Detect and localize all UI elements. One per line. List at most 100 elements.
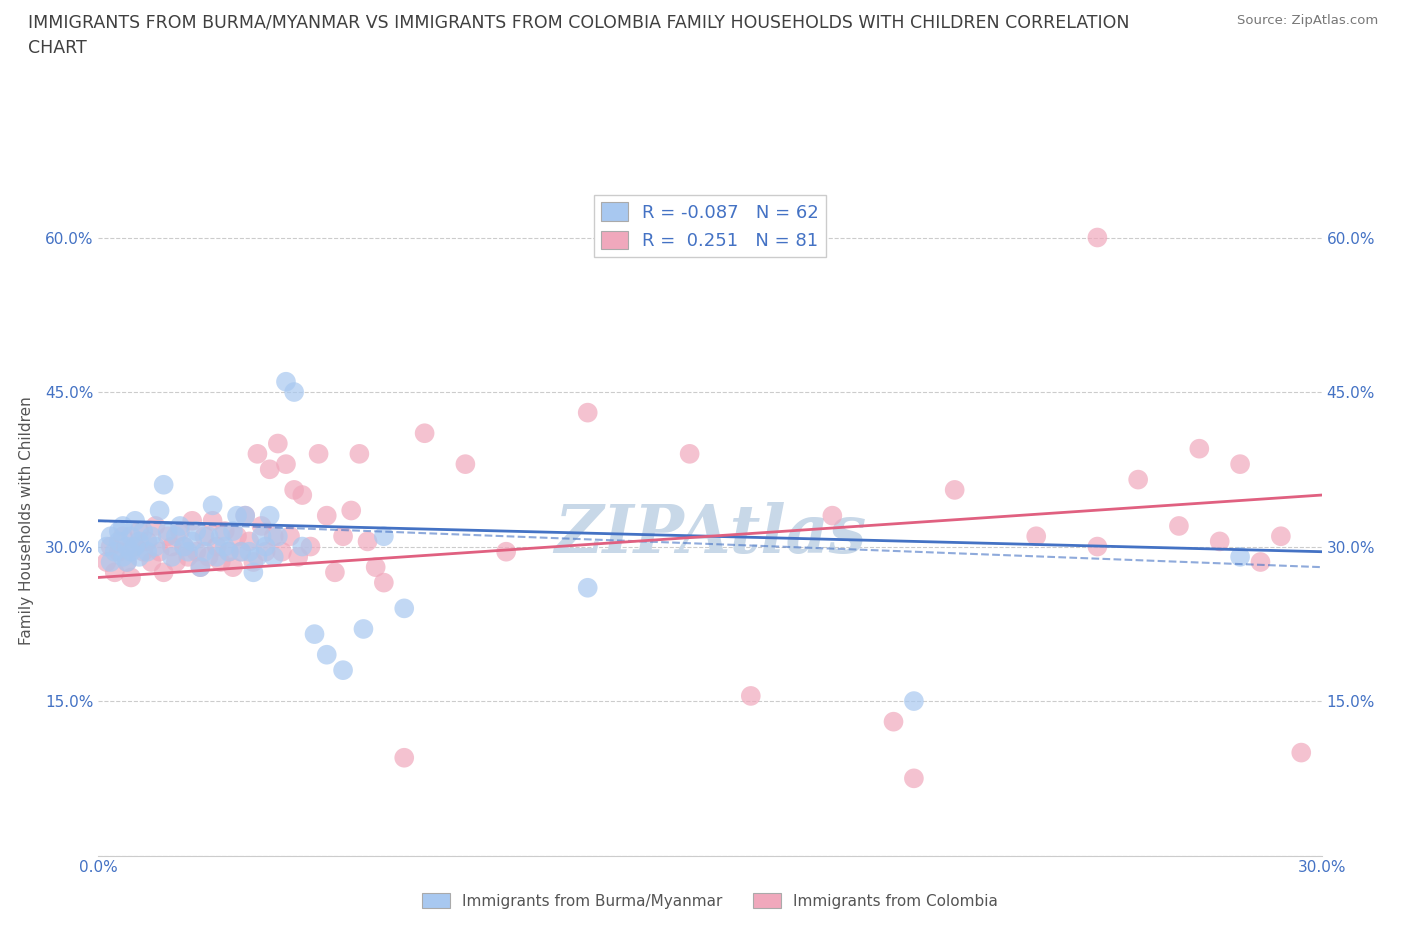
Point: [120, 529, 142, 544]
Text: CHART: CHART: [28, 39, 87, 57]
Point: [218, 544, 240, 559]
Point: [108, 524, 131, 538]
Point: [274, 457, 297, 472]
Point: [115, 554, 138, 569]
Point: [250, 519, 273, 534]
Point: [193, 529, 215, 544]
Point: [156, 524, 179, 538]
Text: Source: ZipAtlas.com: Source: ZipAtlas.com: [1237, 14, 1378, 27]
Point: [111, 529, 134, 544]
Point: [356, 534, 378, 549]
Point: [315, 647, 337, 662]
Point: [136, 534, 159, 549]
Point: [943, 483, 966, 498]
Point: [169, 519, 191, 534]
Point: [177, 544, 200, 559]
Point: [108, 544, 131, 559]
Point: [149, 544, 172, 559]
Point: [152, 565, 174, 579]
Point: [242, 565, 264, 579]
Point: [576, 405, 599, 420]
Point: [340, 503, 363, 518]
Point: [352, 621, 374, 636]
Point: [332, 663, 354, 678]
Point: [231, 544, 253, 559]
Point: [209, 529, 232, 544]
Point: [349, 446, 371, 461]
Point: [1270, 529, 1292, 544]
Point: [315, 508, 337, 523]
Point: [173, 539, 195, 554]
Point: [181, 534, 204, 549]
Point: [218, 544, 240, 559]
Point: [231, 544, 253, 559]
Point: [291, 539, 314, 554]
Text: IMMIGRANTS FROM BURMA/MYANMAR VS IMMIGRANTS FROM COLOMBIA FAMILY HOUSEHOLDS WITH: IMMIGRANTS FROM BURMA/MYANMAR VS IMMIGRA…: [28, 14, 1129, 32]
Point: [1229, 550, 1251, 565]
Point: [392, 751, 416, 765]
Point: [679, 446, 702, 461]
Point: [263, 529, 285, 544]
Point: [100, 529, 122, 544]
Point: [1209, 534, 1232, 549]
Point: [278, 529, 301, 544]
Point: [413, 426, 436, 441]
Point: [201, 513, 224, 528]
Point: [267, 436, 290, 451]
Point: [1085, 230, 1108, 245]
Point: [226, 508, 249, 523]
Point: [238, 534, 260, 549]
Point: [104, 544, 127, 559]
Text: ZIPAtlas: ZIPAtlas: [554, 501, 866, 566]
Point: [233, 508, 256, 523]
Point: [205, 539, 228, 554]
Point: [120, 570, 142, 585]
Point: [259, 462, 281, 477]
Point: [1249, 554, 1271, 569]
Point: [332, 529, 354, 544]
Point: [373, 529, 395, 544]
Point: [128, 550, 150, 565]
Point: [201, 498, 224, 512]
Point: [1128, 472, 1150, 487]
Point: [96, 554, 118, 569]
Point: [364, 560, 387, 575]
Point: [111, 550, 134, 565]
Point: [226, 529, 249, 544]
Point: [323, 565, 346, 579]
Point: [152, 477, 174, 492]
Point: [214, 524, 236, 538]
Point: [149, 503, 172, 518]
Point: [246, 550, 269, 565]
Point: [209, 554, 232, 569]
Point: [124, 539, 146, 554]
Point: [283, 483, 305, 498]
Point: [903, 694, 925, 709]
Point: [100, 539, 122, 554]
Point: [124, 539, 146, 554]
Point: [111, 519, 134, 534]
Point: [104, 565, 127, 579]
Point: [173, 539, 195, 554]
Point: [115, 554, 138, 569]
Point: [259, 508, 281, 523]
Point: [160, 550, 183, 565]
Point: [287, 550, 309, 565]
Point: [299, 539, 322, 554]
Point: [188, 560, 212, 575]
Point: [128, 534, 150, 549]
Point: [145, 519, 167, 534]
Point: [100, 554, 122, 569]
Point: [214, 539, 236, 554]
Point: [495, 544, 517, 559]
Point: [141, 529, 163, 544]
Point: [1025, 529, 1047, 544]
Point: [740, 688, 762, 703]
Point: [576, 580, 599, 595]
Point: [233, 508, 256, 523]
Point: [132, 544, 155, 559]
Point: [193, 544, 215, 559]
Point: [238, 544, 260, 559]
Point: [373, 575, 395, 590]
Point: [165, 529, 187, 544]
